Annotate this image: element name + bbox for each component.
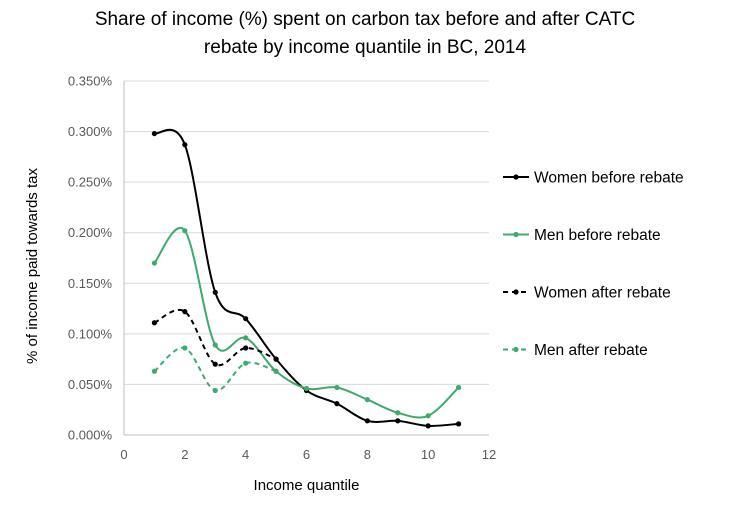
series-group bbox=[151, 128, 462, 429]
y-tick-label: 0.150% bbox=[68, 276, 113, 291]
point-women-before bbox=[151, 130, 158, 137]
point-women-before bbox=[212, 289, 218, 295]
point-women-before bbox=[334, 401, 340, 407]
point-women-after bbox=[212, 361, 218, 367]
legend-label: Women before rebate bbox=[534, 170, 684, 187]
y-tick-label: 0.300% bbox=[68, 124, 113, 139]
point-women-before bbox=[395, 418, 401, 424]
point-women-after bbox=[243, 345, 249, 351]
gridlines bbox=[124, 80, 489, 385]
point-women-before bbox=[182, 142, 188, 148]
x-tick-label: 12 bbox=[482, 447, 496, 462]
point-men-after bbox=[243, 360, 249, 366]
axes bbox=[123, 81, 489, 436]
legend-label: Men after rebate bbox=[534, 342, 648, 359]
legend-item-women-after: Women after rebate bbox=[503, 285, 671, 302]
point-men-before bbox=[303, 385, 310, 392]
point-men-before bbox=[182, 228, 188, 234]
x-axis-ticks: 0 2 4 6 8 10 12 bbox=[120, 447, 496, 462]
legend-item-men-after: Men after rebate bbox=[503, 342, 648, 359]
point-women-after bbox=[151, 320, 158, 326]
x-tick-label: 2 bbox=[181, 447, 188, 462]
point-women-after bbox=[273, 356, 279, 362]
legend-marker bbox=[513, 346, 519, 353]
point-women-before bbox=[243, 316, 249, 322]
line-women-after bbox=[153, 309, 277, 367]
series-men-before bbox=[151, 227, 462, 419]
point-men-before bbox=[425, 413, 431, 419]
y-tick-label: 0.250% bbox=[68, 175, 113, 190]
chart-title-line-2: rebate by income quantile in BC, 2014 bbox=[203, 37, 527, 58]
point-men-after bbox=[212, 387, 218, 394]
line-women-before bbox=[154, 128, 459, 427]
legend: Women before rebate Men before rebate Wome… bbox=[503, 170, 684, 359]
point-women-before bbox=[425, 423, 431, 429]
x-tick-label: 4 bbox=[242, 447, 249, 462]
point-women-before bbox=[455, 421, 462, 427]
point-men-before bbox=[395, 410, 401, 416]
point-men-before bbox=[151, 260, 158, 266]
y-axis-ticks: 0.000% 0.050% 0.100% 0.150% 0.200% 0.250% 0.30… bbox=[68, 74, 113, 443]
x-tick-label: 8 bbox=[364, 447, 371, 462]
point-women-after bbox=[182, 309, 188, 315]
point-men-before bbox=[212, 342, 218, 348]
y-tick-label: 0.050% bbox=[68, 377, 113, 392]
y-tick-label: 0.000% bbox=[68, 428, 113, 443]
x-tick-label: 6 bbox=[303, 447, 310, 462]
chart-title-line-1: Share of income (%) spent on carbon tax … bbox=[94, 9, 636, 30]
point-men-after bbox=[273, 368, 279, 374]
point-men-before bbox=[334, 384, 340, 391]
line-men-before bbox=[153, 227, 460, 419]
point-men-after bbox=[182, 345, 188, 351]
series-women-after bbox=[151, 309, 279, 367]
y-axis-title: % of income paid towards tax bbox=[24, 168, 41, 364]
point-men-before bbox=[455, 384, 462, 391]
legend-item-men-before: Men before rebate bbox=[503, 227, 661, 244]
legend-marker bbox=[513, 289, 519, 295]
legend-label: Men before rebate bbox=[534, 227, 661, 244]
chart-title: Share of income (%) spent on carbon tax … bbox=[0, 6, 730, 62]
legend-marker bbox=[513, 231, 519, 238]
x-tick-label: 0 bbox=[120, 447, 127, 462]
point-men-before bbox=[243, 335, 249, 341]
legend-item-women-before: Women before rebate bbox=[503, 170, 684, 187]
y-tick-label: 0.350% bbox=[68, 74, 113, 89]
x-axis-title: Income quantile bbox=[254, 477, 360, 494]
legend-label: Women after rebate bbox=[534, 285, 671, 302]
series-men-after bbox=[151, 345, 279, 394]
legend-marker bbox=[513, 174, 519, 180]
point-men-before bbox=[364, 397, 370, 403]
point-men-after bbox=[151, 368, 158, 374]
y-tick-label: 0.100% bbox=[68, 326, 113, 341]
x-tick-label: 10 bbox=[421, 447, 435, 462]
point-women-before bbox=[364, 418, 370, 424]
y-tick-label: 0.200% bbox=[68, 225, 113, 240]
